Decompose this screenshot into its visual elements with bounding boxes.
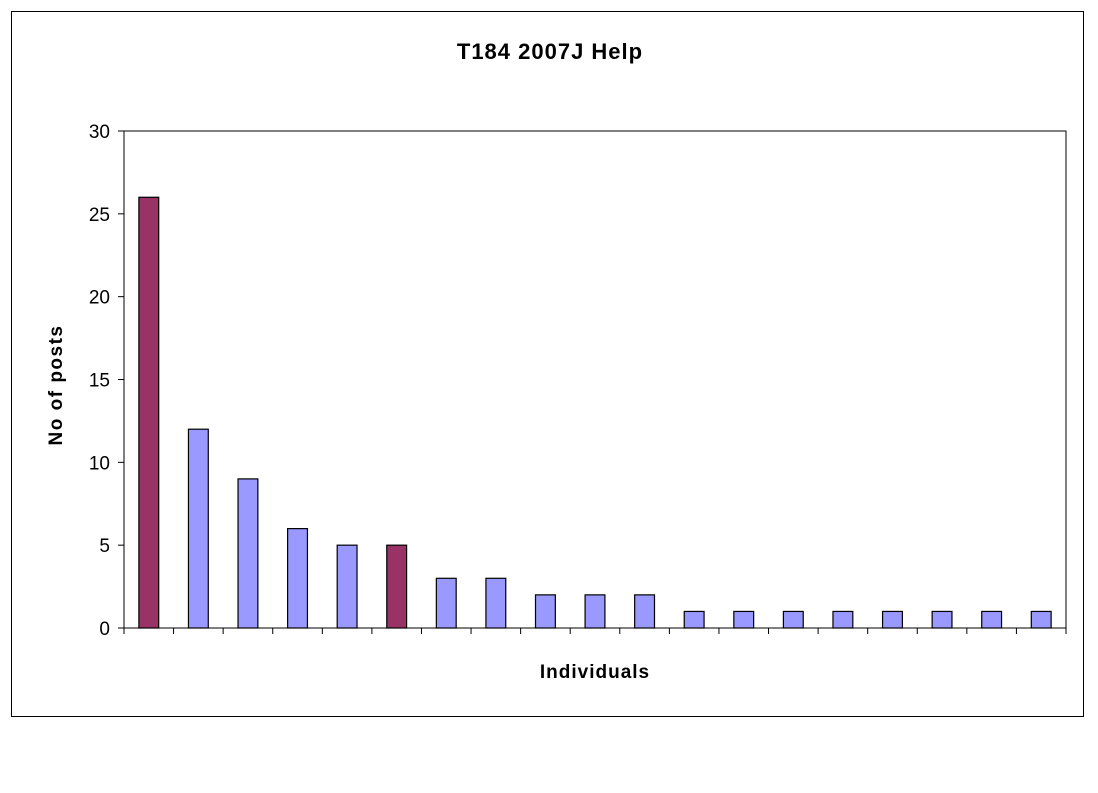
y-tick-label: 20 xyxy=(89,288,110,309)
y-tick-label: 30 xyxy=(89,122,110,143)
x-axis-label: Individuals xyxy=(540,662,650,683)
bar xyxy=(981,610,1003,629)
y-tick-label: 5 xyxy=(99,536,110,557)
bar xyxy=(287,527,309,629)
bar xyxy=(237,478,259,629)
bar xyxy=(187,428,209,629)
bar xyxy=(782,610,804,629)
y-tick-label: 15 xyxy=(89,371,110,392)
y-tick-label: 25 xyxy=(89,205,110,226)
bar xyxy=(931,610,953,629)
y-axis-label: No of posts xyxy=(46,325,67,446)
bar xyxy=(683,610,705,629)
bar xyxy=(138,196,160,629)
bar xyxy=(485,577,507,629)
plot-area: 0 5 10 15 20 25 30 xyxy=(89,122,1067,640)
y-tick-label: 0 xyxy=(99,619,110,640)
bar xyxy=(733,610,755,629)
bar xyxy=(336,544,358,629)
bar xyxy=(832,610,854,629)
bar xyxy=(881,610,903,629)
bar xyxy=(534,594,556,629)
chart-frame: T184 2007J Help No of posts Individuals … xyxy=(11,11,1084,717)
bar xyxy=(1030,610,1052,629)
plot-area-border xyxy=(123,130,1067,629)
bar xyxy=(634,594,656,629)
bar xyxy=(386,544,408,629)
bar xyxy=(435,577,457,629)
chart-title: T184 2007J Help xyxy=(457,39,643,64)
bar xyxy=(584,594,606,629)
bar-chart: T184 2007J Help No of posts Individuals … xyxy=(46,39,1067,683)
y-tick-label: 10 xyxy=(89,453,110,474)
